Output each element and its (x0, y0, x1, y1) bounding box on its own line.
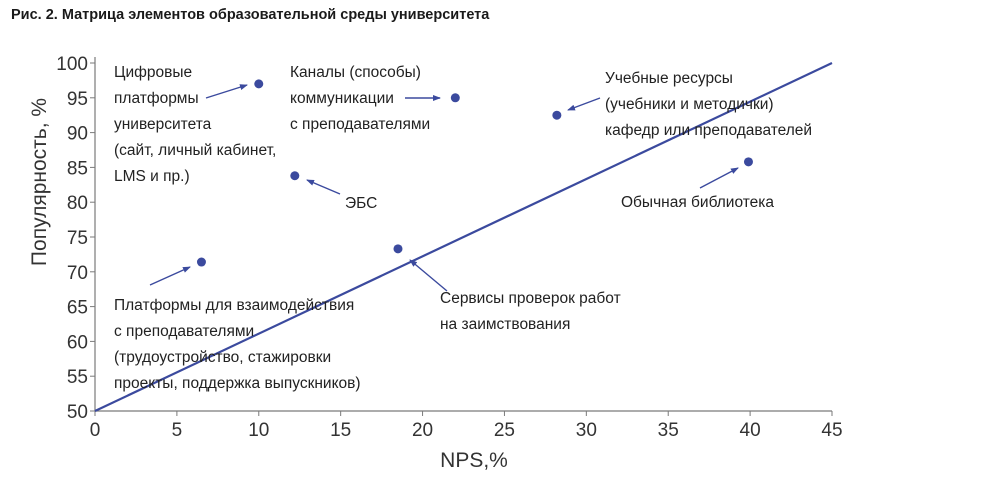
point-annotation: Платформы для взаимодействия с преподават… (114, 297, 361, 392)
annotation-arrow (409, 259, 448, 292)
annotation-arrow (306, 179, 341, 195)
x-tick-label: 10 (248, 420, 269, 441)
y-tick-label: 80 (67, 193, 88, 214)
point-annotation-line: LMS и пр.) (114, 168, 190, 185)
point-annotation: Каналы (способы) коммуникации с преподават… (290, 64, 430, 133)
data-point (743, 157, 753, 167)
point-annotation: Цифровые платформы университета (сайт, личн… (114, 64, 276, 185)
x-axis-title: NPS,% (440, 449, 508, 472)
x-tick-label: 45 (821, 420, 842, 441)
x-tick-label: 30 (576, 420, 597, 441)
figure-caption: Рис. 2. Матрица элементов образовательно… (11, 7, 490, 23)
point-annotation-line: Обычная библиотека (621, 194, 774, 211)
point-annotation-line: Каналы (способы) (290, 64, 421, 81)
y-tick-label: 90 (67, 124, 88, 145)
point-annotation: ЭБС (345, 195, 377, 212)
point-annotation-line: проекты, поддержка выпускников) (114, 375, 361, 392)
annotation-arrow (699, 167, 739, 189)
y-tick-label: 55 (67, 367, 88, 388)
point-annotation-line: Учебные ресурсы (605, 70, 733, 87)
point-annotation-line: с преподавателями (114, 323, 254, 340)
data-point (552, 110, 562, 120)
data-point (450, 93, 460, 103)
point-annotation-line: (сайт, личный кабинет, (114, 142, 276, 159)
y-tick-label: 65 (67, 298, 88, 319)
x-tick-label: 20 (412, 420, 433, 441)
point-annotation-line: ЭБС (345, 195, 377, 212)
y-tick-label: 75 (67, 228, 88, 249)
point-annotation-line: платформы (114, 90, 199, 107)
point-annotation-line: коммуникации (290, 90, 394, 107)
data-point (254, 79, 264, 89)
data-point (393, 244, 403, 254)
point-annotation-line: с преподавателями (290, 116, 430, 133)
x-tick-label: 25 (494, 420, 515, 441)
annotation-arrow (205, 84, 248, 99)
y-tick-label: 95 (67, 89, 88, 110)
point-annotation-line: университета (114, 116, 212, 133)
point-annotation: Учебные ресурсы (учебники и методички) каф… (605, 70, 812, 139)
point-annotation: Сервисы проверок работ на заимствования (440, 290, 621, 333)
point-annotation-line: на заимствования (440, 316, 570, 333)
point-annotation-line: кафедр или преподавателей (605, 122, 812, 139)
point-annotation-line: Сервисы проверок работ (440, 290, 621, 307)
x-tick-label: 15 (330, 420, 351, 441)
trend-line (94, 62, 833, 412)
data-point (196, 257, 206, 267)
x-tick-label: 5 (172, 420, 183, 441)
y-tick-label: 85 (67, 158, 88, 179)
point-annotation-line: Платформы для взаимодействия (114, 297, 354, 314)
x-tick-label: 0 (90, 420, 101, 441)
x-tick-label: 35 (658, 420, 679, 441)
y-tick-label: 50 (67, 402, 88, 423)
data-point (290, 171, 300, 181)
annotation-arrow (149, 266, 191, 286)
y-tick-label: 60 (67, 332, 88, 353)
annotation-arrow (567, 97, 601, 111)
x-tick-label: 40 (740, 420, 761, 441)
point-annotation: Обычная библиотека (621, 194, 774, 211)
y-tick-label: 70 (67, 263, 88, 284)
y-tick-label: 100 (56, 54, 88, 75)
point-annotation-line: (трудоустройство, стажировки (114, 349, 331, 366)
point-annotation-line: (учебники и методички) (605, 96, 774, 113)
y-axis-title: Популярность, % (28, 98, 51, 266)
point-annotation-line: Цифровые (114, 64, 192, 81)
